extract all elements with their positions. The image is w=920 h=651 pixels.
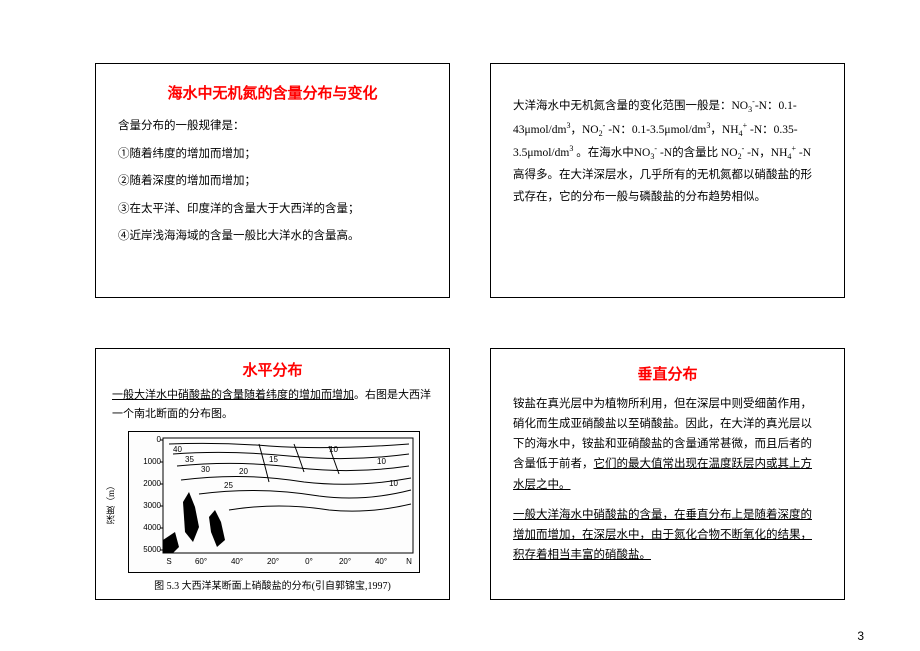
- rule-item: ②随着深度的增加而增加；: [118, 172, 427, 192]
- contour-label: 10: [377, 457, 386, 466]
- slide-title: 海水中无机氮的含量分布与变化: [118, 82, 427, 103]
- paragraph-text: 大洋海水中无机氮含量的变化范围一般是：NO3--N：0.1-43μmol/dm3…: [513, 94, 822, 209]
- contour-label: 10: [329, 445, 338, 454]
- chart-caption: 图 5.3 大西洋某断面上硝酸盐的分布(引自郭锦宝,1997): [128, 577, 418, 592]
- rule-item: ①随着纬度的增加而增加；: [118, 145, 427, 165]
- intro-text: 含量分布的一般规律是：: [118, 117, 427, 137]
- slide-title: 水平分布: [112, 359, 433, 380]
- chart-ylabel: 深度（m）: [104, 481, 117, 524]
- contour-label: 20: [239, 467, 248, 476]
- xtick: N: [406, 557, 412, 566]
- slide-title: 垂直分布: [513, 363, 822, 384]
- xtick: 40°: [374, 557, 386, 566]
- slide-top-left: 海水中无机氮的含量分布与变化 含量分布的一般规律是： ①随着纬度的增加而增加； …: [95, 63, 450, 298]
- ytick: 3000: [143, 501, 161, 510]
- chart-container: 深度（m） 0 1000 2000 3000 4000 5000: [128, 431, 418, 592]
- ytick: 5000: [143, 545, 161, 554]
- paragraph-text: 铵盐在真光层中为植物所利用，但在深层中则受细菌作用，硝化而生成亚硝酸盐以至硝酸盐…: [513, 394, 822, 495]
- xtick: S: [166, 557, 171, 566]
- slide-bottom-right: 垂直分布 铵盐在真光层中为植物所利用，但在深层中则受细菌作用，硝化而生成亚硝酸盐…: [490, 348, 845, 600]
- contour-label: 15: [269, 455, 278, 464]
- rule-item: ③在太平洋、印度洋的含量大于大西洋的含量；: [118, 200, 427, 220]
- contour-label: 35: [185, 455, 194, 464]
- xtick: 60°: [194, 557, 206, 566]
- xtick: 40°: [230, 557, 242, 566]
- paragraph-text: 一般大洋水中硝酸盐的含量随着纬度的增加而增加。右图是大西洋一个南北断面的分布图。: [112, 386, 433, 425]
- contour-chart: 0 1000 2000 3000 4000 5000 S 60°: [128, 431, 420, 573]
- contour-label: 10: [389, 479, 398, 488]
- slide-top-right: 大洋海水中无机氮含量的变化范围一般是：NO3--N：0.1-43μmol/dm3…: [490, 63, 845, 298]
- chart-svg: 0 1000 2000 3000 4000 5000 S 60°: [129, 432, 419, 572]
- contour-label: 25: [224, 481, 233, 490]
- rule-item: ④近岸浅海海域的含量一般比大洋水的含量高。: [118, 227, 427, 247]
- contour-label: 30: [201, 465, 210, 474]
- slide-bottom-left: 水平分布 一般大洋水中硝酸盐的含量随着纬度的增加而增加。右图是大西洋一个南北断面…: [95, 348, 450, 600]
- ytick: 2000: [143, 479, 161, 488]
- page-number: 3: [857, 629, 864, 643]
- paragraph-text: 一般大洋海水中硝酸盐的含量，在垂直分布上是随着深度的增加而增加，在深层水中，由于…: [513, 505, 822, 565]
- xtick: 20°: [266, 557, 278, 566]
- xtick: 0°: [305, 557, 313, 566]
- contour-label: 40: [173, 445, 182, 454]
- xtick: 20°: [338, 557, 350, 566]
- ytick: 4000: [143, 523, 161, 532]
- ytick: 1000: [143, 457, 161, 466]
